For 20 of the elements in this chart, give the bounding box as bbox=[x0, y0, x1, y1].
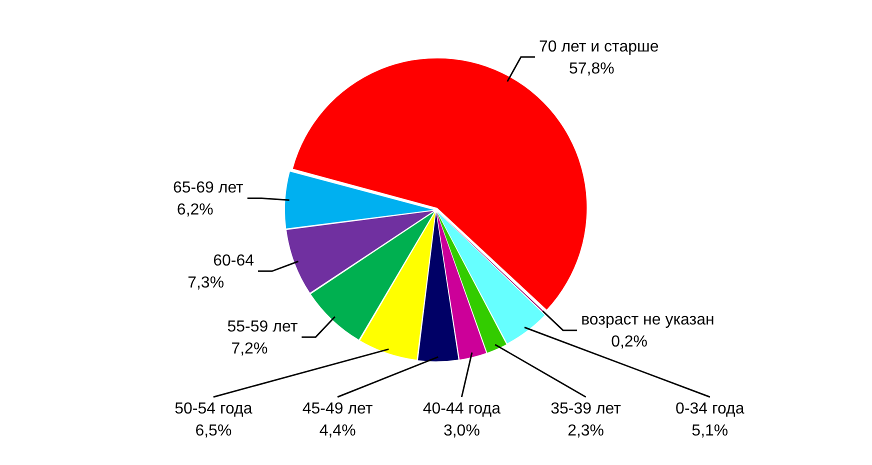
data-label: 7,3% bbox=[188, 274, 224, 292]
slice-label: 70 лет и старше bbox=[538, 38, 659, 56]
data-label: 2,3% bbox=[568, 422, 604, 440]
data-label: 0,2% bbox=[611, 334, 648, 351]
slice-label: 45-49 лет bbox=[302, 400, 374, 418]
data-label: 5,1% bbox=[692, 422, 728, 440]
slice-label: 60-64 bbox=[213, 252, 254, 270]
slice-label: 40-44 года bbox=[422, 400, 501, 418]
data-label: 57,8% bbox=[568, 60, 614, 78]
slice-label: 65-69 лет bbox=[172, 180, 244, 197]
data-label: 4,4% bbox=[319, 422, 356, 440]
slice-label: 0-34 года bbox=[676, 400, 744, 418]
data-label: 6,5% bbox=[195, 422, 232, 440]
slice-label: возраст не указан bbox=[581, 312, 714, 329]
data-label: 7,2% bbox=[231, 340, 268, 358]
data-label: 6,2% bbox=[176, 202, 214, 219]
data-label: 3,0% bbox=[443, 422, 480, 440]
slice-label: 35-39 лет bbox=[550, 400, 622, 418]
slice-label: 55-59 лет bbox=[227, 318, 298, 336]
slice-label: 50-54 года bbox=[174, 400, 252, 418]
